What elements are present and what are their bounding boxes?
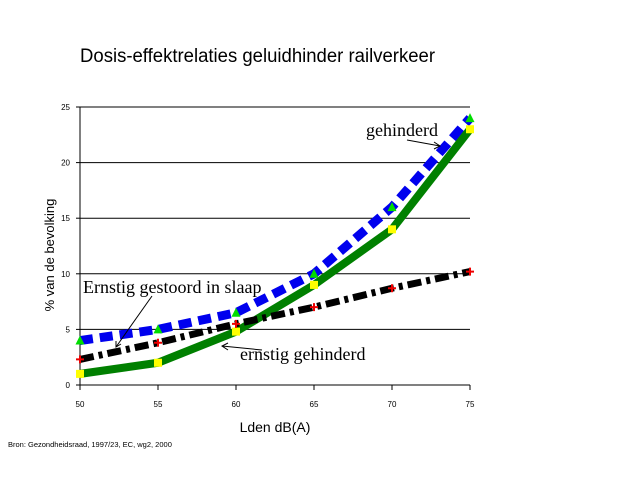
gridlines (80, 106, 470, 330)
series-label-ernstig-gehinderd: ernstig gehinderd (240, 344, 365, 364)
x-axis-label: Lden dB(A) (240, 419, 311, 435)
arrow-ernstig-gehinderd (221, 345, 263, 351)
x-tick-label-55: 55 (154, 400, 163, 409)
series-2-point-4 (388, 284, 396, 293)
series-label-ernstig-gestoord: Ernstig gestoord in slaap (83, 277, 261, 297)
series-label-gehinderd: gehinderd (366, 120, 438, 140)
series-0-point-0 (75, 335, 85, 345)
arrow-slaap (115, 295, 153, 348)
series-2-point-2 (232, 319, 240, 328)
x-tick-label-75: 75 (466, 400, 475, 409)
series-2-point-0 (76, 355, 84, 364)
series-2-point-3 (310, 303, 318, 312)
chart-title: Dosis-effektrelaties geluidhinder railve… (80, 46, 436, 67)
arrow-gehinderd (406, 139, 441, 147)
series-0-point-4 (387, 202, 397, 212)
y-tick-label-5: 5 (66, 325, 71, 334)
series-lines (79, 115, 474, 378)
series-line-2 (79, 268, 471, 363)
arrow-head-gehinderd (433, 141, 441, 150)
series-1-point-0 (76, 369, 84, 378)
y-axis-label: % van de bevolking (42, 199, 57, 312)
source-note: Bron: Gezondheidsraad, 1997/23, EC, wg2,… (8, 440, 172, 449)
series-1-point-1 (154, 358, 162, 367)
series-1-point-4 (388, 225, 396, 234)
x-tick-label-70: 70 (388, 400, 397, 409)
series-1-point-2 (232, 327, 240, 336)
series-line-1 (79, 126, 474, 378)
series-1-point-5 (466, 125, 474, 134)
y-tick-labels: 0 5 10 15 20 25 (61, 103, 70, 390)
series-0-point-2 (231, 307, 241, 317)
y-tick-label-25: 25 (61, 103, 70, 112)
arrow-head-ernstig-gehinderd (221, 342, 229, 351)
series-0-point-1 (153, 324, 163, 334)
arrow-head-slaap (115, 341, 122, 348)
series-2-point-1 (154, 338, 162, 347)
series-markers (75, 113, 475, 378)
y-tick-label-15: 15 (61, 214, 70, 223)
series-0-point-5 (465, 113, 475, 123)
y-tick-label-10: 10 (61, 270, 70, 279)
x-tick-label-60: 60 (232, 400, 241, 409)
series-2-point-5 (466, 267, 474, 276)
x-tick-label-65: 65 (310, 400, 319, 409)
x-tick-labels: 50 55 60 65 70 75 (76, 400, 475, 409)
y-tick-label-0: 0 (66, 381, 71, 390)
series-line-0 (79, 115, 474, 345)
series-0-point-3 (309, 268, 319, 278)
x-tick-label-50: 50 (76, 400, 85, 409)
series-1-point-3 (310, 280, 318, 289)
annotation-arrows (115, 139, 441, 351)
y-tick-label-20: 20 (61, 159, 70, 168)
